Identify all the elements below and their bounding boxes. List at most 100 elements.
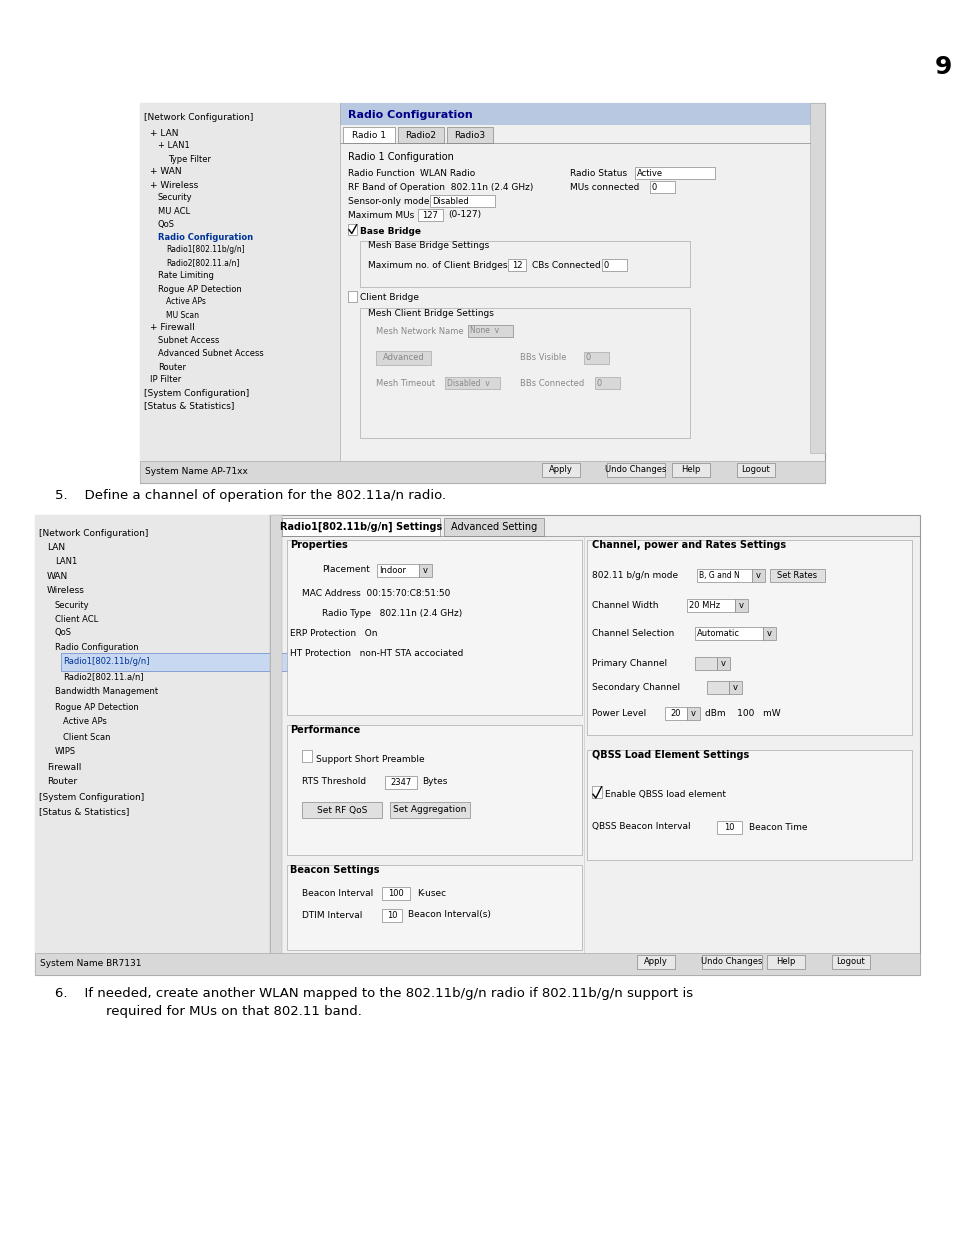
Text: + LAN1: + LAN1 <box>158 142 190 151</box>
Text: Radio3: Radio3 <box>454 131 485 140</box>
FancyBboxPatch shape <box>766 955 804 969</box>
FancyBboxPatch shape <box>809 103 824 453</box>
FancyBboxPatch shape <box>390 802 470 818</box>
FancyBboxPatch shape <box>375 351 431 366</box>
FancyBboxPatch shape <box>697 569 751 582</box>
Text: Radio Status: Radio Status <box>569 168 626 178</box>
Text: v: v <box>766 629 771 638</box>
Text: Help: Help <box>776 957 795 967</box>
FancyBboxPatch shape <box>734 599 747 613</box>
FancyBboxPatch shape <box>701 955 761 969</box>
FancyBboxPatch shape <box>686 599 734 613</box>
Text: 9: 9 <box>934 56 951 79</box>
Text: 0: 0 <box>597 378 601 388</box>
Text: Beacon Interval: Beacon Interval <box>302 888 373 898</box>
Text: 0: 0 <box>585 353 591 363</box>
Text: Undo Changes: Undo Changes <box>604 466 666 474</box>
Text: WLAN Radio: WLAN Radio <box>419 168 475 178</box>
Text: Radio Type   802.11n (2.4 GHz): Radio Type 802.11n (2.4 GHz) <box>322 609 462 618</box>
FancyBboxPatch shape <box>706 680 728 694</box>
Text: Channel Selection: Channel Selection <box>592 629 674 637</box>
Text: System Name AP-71xx: System Name AP-71xx <box>145 468 248 477</box>
Text: Apply: Apply <box>549 466 573 474</box>
Text: Mesh Client Bridge Settings: Mesh Client Bridge Settings <box>368 309 494 317</box>
Text: [Network Configuration]: [Network Configuration] <box>144 114 253 122</box>
FancyBboxPatch shape <box>35 953 919 974</box>
FancyBboxPatch shape <box>140 461 824 483</box>
Text: LAN: LAN <box>47 543 65 552</box>
Text: Active APs: Active APs <box>166 298 206 306</box>
FancyBboxPatch shape <box>381 909 401 923</box>
FancyBboxPatch shape <box>695 657 717 671</box>
FancyBboxPatch shape <box>635 167 714 179</box>
FancyBboxPatch shape <box>35 515 919 974</box>
Text: Set Rates: Set Rates <box>777 571 817 580</box>
FancyBboxPatch shape <box>751 569 764 582</box>
Text: (0-127): (0-127) <box>448 210 480 220</box>
FancyBboxPatch shape <box>443 517 543 536</box>
Text: Client Bridge: Client Bridge <box>359 294 418 303</box>
Text: Maximum no. of Client Bridges: Maximum no. of Client Bridges <box>368 261 507 269</box>
Text: K-usec: K-usec <box>416 888 446 898</box>
Text: Wireless: Wireless <box>47 585 85 594</box>
Text: Sensor-only mode: Sensor-only mode <box>348 196 429 205</box>
Text: Set Aggregation: Set Aggregation <box>393 805 466 815</box>
FancyBboxPatch shape <box>287 540 581 715</box>
Text: Radio Configuration: Radio Configuration <box>158 232 253 242</box>
FancyBboxPatch shape <box>359 241 689 287</box>
Text: Automatic: Automatic <box>697 629 740 638</box>
Text: Beacon Settings: Beacon Settings <box>290 864 379 876</box>
FancyBboxPatch shape <box>637 955 675 969</box>
Text: BBs Connected: BBs Connected <box>519 378 583 388</box>
FancyBboxPatch shape <box>35 515 270 974</box>
Text: + LAN: + LAN <box>150 128 178 137</box>
Text: CBs Connected: CBs Connected <box>532 261 600 269</box>
Text: WAN: WAN <box>47 572 69 580</box>
Text: [Status & Statistics]: [Status & Statistics] <box>39 808 130 816</box>
Text: Active: Active <box>637 168 662 178</box>
Text: QoS: QoS <box>158 220 174 228</box>
Text: Radio Configuration: Radio Configuration <box>348 110 473 120</box>
FancyBboxPatch shape <box>140 103 824 483</box>
Text: Radio Configuration: Radio Configuration <box>55 642 138 652</box>
Text: Client ACL: Client ACL <box>55 615 98 624</box>
Text: Maximum MUs: Maximum MUs <box>348 210 414 220</box>
Text: Radio 1: Radio 1 <box>352 131 386 140</box>
FancyBboxPatch shape <box>717 821 741 834</box>
Text: Security: Security <box>158 194 193 203</box>
FancyBboxPatch shape <box>397 127 443 143</box>
Text: Mesh Timeout: Mesh Timeout <box>375 378 435 388</box>
Text: 0: 0 <box>603 261 609 269</box>
Text: v: v <box>739 601 743 610</box>
Text: + Wireless: + Wireless <box>150 180 198 189</box>
FancyBboxPatch shape <box>385 776 416 789</box>
FancyBboxPatch shape <box>348 224 356 235</box>
Text: Rogue AP Detection: Rogue AP Detection <box>158 284 241 294</box>
Text: Logout: Logout <box>836 957 864 967</box>
Text: Radio2[802.11.a/n]: Radio2[802.11.a/n] <box>63 673 144 682</box>
FancyBboxPatch shape <box>769 569 824 582</box>
Text: Beacon Interval(s): Beacon Interval(s) <box>408 910 491 920</box>
Text: Performance: Performance <box>290 725 360 735</box>
Text: Advanced Setting: Advanced Setting <box>451 522 537 532</box>
Text: Undo Changes: Undo Changes <box>700 957 761 967</box>
Text: [Network Configuration]: [Network Configuration] <box>39 529 149 537</box>
Text: 10: 10 <box>723 823 734 832</box>
Text: Bytes: Bytes <box>421 778 447 787</box>
Text: Router: Router <box>47 778 77 787</box>
Text: RTS Threshold: RTS Threshold <box>302 778 366 787</box>
Text: v: v <box>690 709 696 718</box>
FancyBboxPatch shape <box>339 103 824 125</box>
Text: Indoor: Indoor <box>378 566 405 576</box>
Text: v: v <box>422 566 428 576</box>
Text: dBm    100   mW: dBm 100 mW <box>704 709 780 718</box>
FancyBboxPatch shape <box>376 564 418 577</box>
FancyBboxPatch shape <box>507 259 525 270</box>
Text: DTIM Interval: DTIM Interval <box>302 910 362 920</box>
Text: LAN1: LAN1 <box>55 557 77 567</box>
Text: [System Configuration]: [System Configuration] <box>144 389 249 398</box>
Text: v: v <box>755 571 760 580</box>
Text: 20: 20 <box>670 709 680 718</box>
Text: HT Protection   non-HT STA accociated: HT Protection non-HT STA accociated <box>290 648 463 657</box>
Text: 100: 100 <box>388 889 403 898</box>
